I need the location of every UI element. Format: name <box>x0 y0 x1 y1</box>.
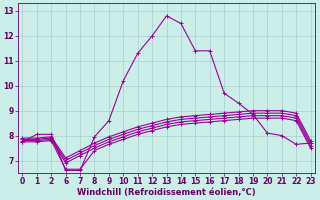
X-axis label: Windchill (Refroidissement éolien,°C): Windchill (Refroidissement éolien,°C) <box>77 188 256 197</box>
